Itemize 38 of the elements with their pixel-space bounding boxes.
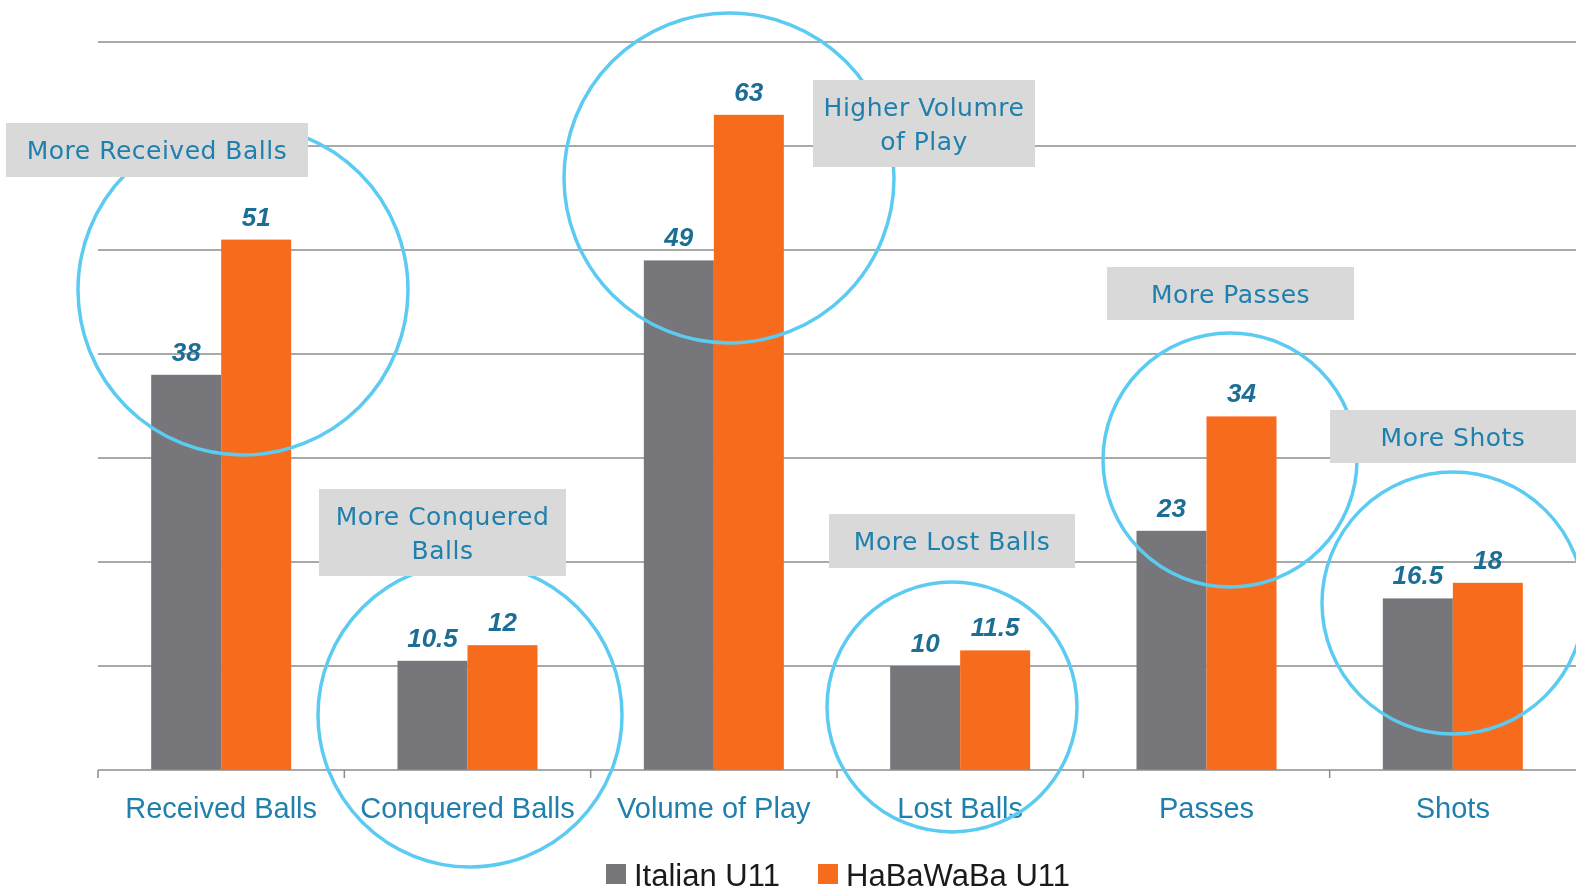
data-label: 18: [1473, 544, 1503, 575]
x-tick-label: Volume of Play: [617, 792, 812, 824]
x-tick-label: Passes: [1158, 792, 1255, 824]
bar: [467, 645, 538, 770]
data-label: 10: [910, 628, 941, 658]
data-label: 49: [663, 222, 694, 253]
bar: [1382, 598, 1453, 770]
legend-label: Italian U11: [634, 858, 780, 893]
annotation: More Received Balls: [26, 136, 288, 165]
annotation: More Shots: [1380, 422, 1526, 452]
bar: [643, 260, 714, 770]
data-label: 10.5: [407, 622, 459, 653]
bar: [221, 239, 292, 770]
data-label: 23: [1156, 492, 1187, 523]
annotation: More Passes: [1150, 279, 1311, 309]
data-label: 34: [1227, 378, 1257, 409]
bar: [397, 660, 468, 770]
annotation: Higher Volumre of Play: [823, 92, 1025, 156]
data-label: 11.5: [970, 612, 1021, 643]
x-tick-label: Conquered Balls: [360, 792, 575, 824]
x-tick-label: Lost Balls: [897, 792, 1024, 824]
data-label: 16.5: [1392, 560, 1444, 591]
bar: [890, 666, 961, 770]
annotation: More Conquered Balls: [335, 501, 550, 565]
bar: [960, 650, 1031, 770]
x-tick-label: Shots: [1415, 792, 1490, 824]
bar: [713, 114, 784, 770]
bar: [1452, 582, 1523, 770]
x-tick-label: Received Balls: [125, 792, 318, 824]
legend-label: HaBaWaBa U11: [846, 858, 1070, 893]
data-label: 38: [171, 336, 202, 367]
data-label: 63: [734, 76, 764, 107]
bar: [1206, 416, 1277, 770]
bar: [1136, 530, 1207, 770]
data-label: 51: [241, 201, 271, 232]
bar: [151, 374, 222, 770]
annotation: More Lost Balls: [853, 527, 1051, 556]
data-label: 12: [488, 607, 518, 638]
